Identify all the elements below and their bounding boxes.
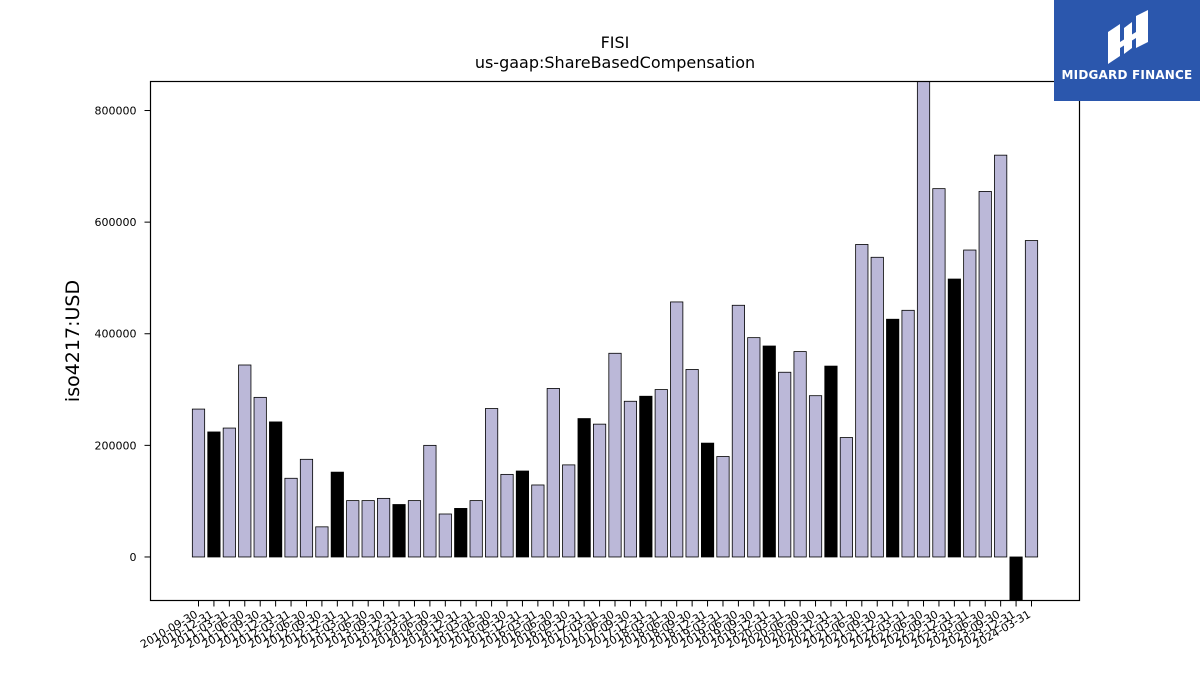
bar-2022-03-31 xyxy=(901,309,915,558)
bar-2018-03-31 xyxy=(654,389,668,558)
bar-2017-03-31 xyxy=(593,423,607,558)
y-tick-label: 800000 xyxy=(95,105,137,118)
y-axis-label: iso4217:USD xyxy=(62,280,84,402)
bar-2011-09-30 xyxy=(253,396,267,558)
bar-2023-12-31 xyxy=(1009,556,1023,601)
bar-2015-09-30 xyxy=(500,473,514,558)
bar-2018-09-30 xyxy=(685,369,699,558)
bar-2010-12-31 xyxy=(207,431,221,558)
bar-2010-09-30 xyxy=(191,408,206,558)
bar-2018-06-30 xyxy=(670,301,684,558)
y-axis-ticks: 0 200000 400000 600000 800000 xyxy=(95,105,151,564)
bar-2015-06-30 xyxy=(485,408,499,558)
bar-2011-06-30 xyxy=(238,364,252,558)
bar-2014-03-31 xyxy=(407,500,422,558)
bar-2014-06-30 xyxy=(423,444,437,558)
bar-2019-12-31 xyxy=(762,345,776,558)
bar-2013-06-30 xyxy=(361,500,375,558)
bar-2023-09-30 xyxy=(994,154,1008,558)
midgard-logo-icon xyxy=(1108,10,1148,64)
bar-series xyxy=(191,81,1039,601)
bar-2019-03-31 xyxy=(716,456,730,558)
bar-2011-03-31 xyxy=(222,427,236,558)
bar-2021-09-30 xyxy=(870,256,884,558)
bar-2022-06-30 xyxy=(916,81,931,558)
bar-2012-12-31 xyxy=(330,471,344,558)
x-axis-ticks: 2010-09-302010-12-312011-03-312011-06-30… xyxy=(138,600,1033,651)
plot-frame xyxy=(149,80,1081,602)
bar-2013-12-31 xyxy=(392,504,406,558)
y-tick-label: 600000 xyxy=(95,216,137,229)
bar-2014-09-30 xyxy=(438,513,452,558)
bar-2017-09-30 xyxy=(623,400,638,558)
bar-2015-03-31 xyxy=(469,500,483,558)
bar-2022-12-31 xyxy=(947,278,961,558)
y-tick-label: 400000 xyxy=(95,328,137,341)
bar-2014-12-31 xyxy=(454,508,468,558)
bar-2020-12-31 xyxy=(824,365,838,558)
bar-2012-03-31 xyxy=(284,477,298,558)
brand-logo: MIDGARD FINANCE xyxy=(1054,0,1200,101)
bar-2023-06-30 xyxy=(978,191,992,558)
bar-2012-06-30 xyxy=(299,458,314,558)
logo-text: MIDGARD FINANCE xyxy=(1061,68,1193,82)
bar-2023-03-31 xyxy=(963,249,977,558)
bar-2019-09-30 xyxy=(747,337,761,558)
bar-2020-03-31 xyxy=(778,371,792,558)
bar-2019-06-30 xyxy=(731,304,745,558)
chart-title: FISI xyxy=(601,33,630,52)
bar-2016-12-31 xyxy=(577,418,591,558)
bar-2011-12-31 xyxy=(269,421,283,558)
bar-2012-09-30 xyxy=(315,526,329,558)
y-tick-label: 200000 xyxy=(95,439,137,452)
bar-2022-09-30 xyxy=(932,188,946,558)
bar-2020-09-30 xyxy=(808,395,823,558)
bar-2016-03-31 xyxy=(531,484,545,558)
bar-2016-06-30 xyxy=(546,388,560,558)
bar-2018-12-31 xyxy=(700,442,715,558)
bar-2015-12-31 xyxy=(515,470,530,558)
bar-2013-09-30 xyxy=(377,497,391,558)
bar-2021-06-30 xyxy=(855,244,869,558)
bar-2021-03-31 xyxy=(839,437,853,558)
chart-subtitle: us-gaap:ShareBasedCompensation xyxy=(475,53,755,72)
bar-2017-06-30 xyxy=(608,352,622,558)
y-tick-label: 0 xyxy=(130,551,137,564)
bar-2017-12-31 xyxy=(639,395,653,558)
bar-2021-12-31 xyxy=(886,318,900,558)
bar-2016-09-30 xyxy=(562,464,576,558)
bar-2024-03-31 xyxy=(1024,240,1039,558)
bar-2020-06-30 xyxy=(793,351,807,558)
bar-2013-03-31 xyxy=(346,500,360,558)
